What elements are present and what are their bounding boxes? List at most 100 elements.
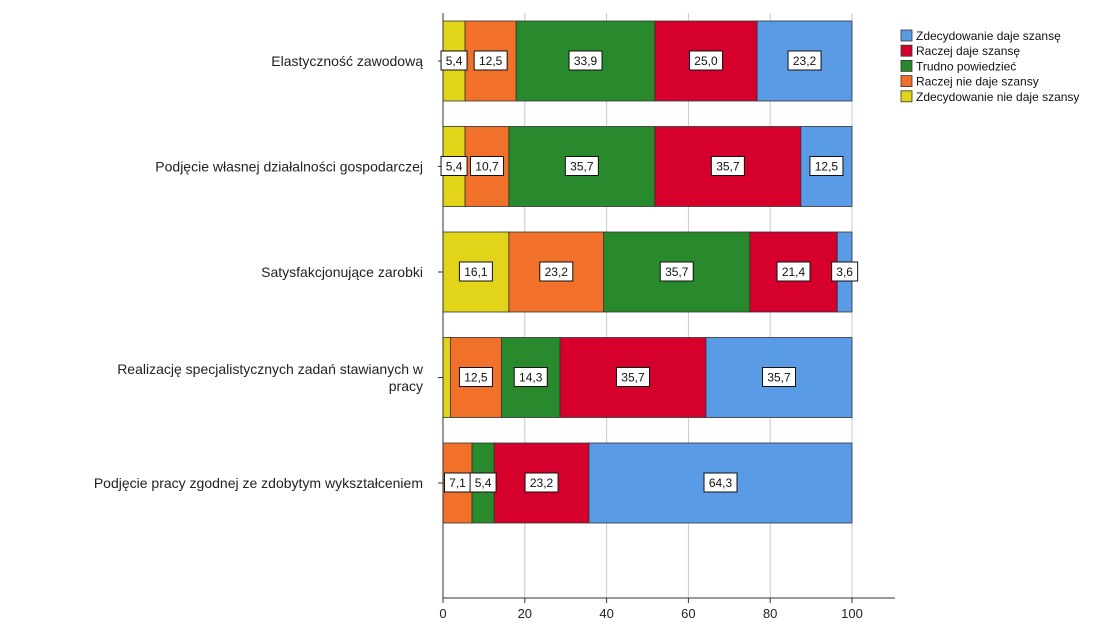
data-label-text: 12,5 xyxy=(815,160,839,174)
data-label: 35,7 xyxy=(710,156,745,176)
data-label-text: 5,4 xyxy=(446,160,463,174)
category-label: Podjęcie pracy zgodnej ze zdobytym wyksz… xyxy=(94,475,423,491)
category-label: Elastyczność zawodową xyxy=(271,53,423,69)
data-label-text: 23,2 xyxy=(530,476,554,490)
data-label-box xyxy=(469,472,497,493)
data-label-box xyxy=(539,261,574,282)
x-tick-label: 0 xyxy=(439,606,446,621)
category-label: Satysfakcjonujące zarobki xyxy=(261,264,423,280)
data-label: 64,3 xyxy=(703,472,738,493)
data-label-box xyxy=(659,261,694,282)
legend-label: Zdecydowanie daje szansę xyxy=(916,29,1061,43)
x-tick-labels: 0 20 40 60 80 100 xyxy=(439,606,862,621)
data-label-text: 35,7 xyxy=(767,371,791,385)
data-label-text: 23,2 xyxy=(793,54,817,68)
data-label-text: 35,7 xyxy=(570,160,594,174)
legend-swatch xyxy=(900,29,913,42)
data-label-text: 5,4 xyxy=(475,476,492,490)
data-label: 23,2 xyxy=(539,261,574,282)
data-label-text: 25,0 xyxy=(694,54,718,68)
legend-label: Raczej daje szansę xyxy=(916,44,1020,58)
data-label: 12,5 xyxy=(473,50,508,71)
data-label-box xyxy=(568,50,603,71)
data-label-box xyxy=(524,472,559,493)
data-label-box xyxy=(513,367,548,387)
data-label: 23,2 xyxy=(787,50,822,71)
data-label-text: 64,3 xyxy=(709,476,733,490)
data-label: 3,6 xyxy=(831,261,859,282)
data-label: 23,2 xyxy=(524,472,559,493)
legend-item: Zdecydowanie nie daje szansy xyxy=(900,90,1079,104)
data-label-box xyxy=(458,261,493,282)
data-label-text: 35,7 xyxy=(621,371,645,385)
data-label: 35,7 xyxy=(615,367,650,387)
data-labels: 5,4 12,5 33,9 25,0 23,2 5,4 10,7 35,7 35,7 12,5 16… xyxy=(440,50,859,493)
x-tick-label: 100 xyxy=(841,606,863,621)
data-label-text: 7,1 xyxy=(449,476,466,490)
data-label-text: 12,5 xyxy=(479,54,503,68)
data-label: 12,5 xyxy=(458,367,493,387)
data-label-text: 16,1 xyxy=(464,265,488,279)
data-label-text: 10,7 xyxy=(475,160,499,174)
axes xyxy=(438,13,895,603)
legend-label: Zdecydowanie nie daje szansy xyxy=(916,90,1079,104)
data-label-box xyxy=(831,261,859,282)
data-label-text: 23,2 xyxy=(545,265,569,279)
legend-item: Trudno powiedzieć xyxy=(900,59,1016,73)
data-label-text: 35,7 xyxy=(716,160,740,174)
data-label-box xyxy=(688,50,723,71)
data-label-box xyxy=(469,156,504,176)
data-label-box xyxy=(809,156,844,176)
data-label-box xyxy=(776,261,811,282)
data-label: 12,5 xyxy=(809,156,844,176)
data-label: 33,9 xyxy=(568,50,603,71)
legend-swatch xyxy=(900,60,913,72)
data-label-text: 21,4 xyxy=(782,265,806,279)
data-label-text: 14,3 xyxy=(519,371,543,385)
data-label: 5,4 xyxy=(440,156,468,176)
data-label: 14,3 xyxy=(513,367,548,387)
legend-item: Raczej daje szansę xyxy=(900,44,1020,58)
data-label-box xyxy=(703,472,738,493)
category-label: Podjęcie własnej działalności gospodarcz… xyxy=(155,159,423,175)
data-label-box xyxy=(710,156,745,176)
data-label: 16,1 xyxy=(458,261,493,282)
data-label: 7,1 xyxy=(444,472,472,493)
data-label-box xyxy=(473,50,508,71)
data-label: 35,7 xyxy=(659,261,694,282)
legend-swatch xyxy=(900,44,913,57)
data-label: 5,4 xyxy=(469,472,497,493)
legend-label: Raczej nie daje szansy xyxy=(916,75,1039,89)
category-labels: Elastyczność zawodową Podjęcie własnej dz… xyxy=(94,53,424,491)
x-tick-label: 80 xyxy=(763,606,777,621)
data-label-box xyxy=(787,50,822,71)
x-tick-label: 60 xyxy=(681,606,695,621)
legend-label: Trudno powiedzieć xyxy=(916,59,1016,73)
data-label-text: 35,7 xyxy=(665,265,689,279)
data-label: 35,7 xyxy=(761,367,796,387)
data-label-box xyxy=(761,367,796,387)
data-label: 10,7 xyxy=(469,156,504,176)
data-label: 5,4 xyxy=(440,50,468,71)
data-label-text: 3,6 xyxy=(836,265,853,279)
legend-swatch xyxy=(900,75,913,87)
data-label-box xyxy=(615,367,650,387)
data-label: 25,0 xyxy=(688,50,723,71)
data-label-text: 12,5 xyxy=(464,371,488,385)
x-tick-label: 20 xyxy=(518,606,532,621)
data-label: 35,7 xyxy=(564,156,599,176)
legend-swatch xyxy=(900,90,913,103)
data-label-box xyxy=(564,156,599,176)
data-label-text: 33,9 xyxy=(574,54,598,68)
data-label-box xyxy=(458,367,493,387)
legend-item: Zdecydowanie daje szansę xyxy=(900,29,1061,43)
x-tick-label: 40 xyxy=(599,606,613,621)
data-label-box xyxy=(440,156,468,176)
data-label-box xyxy=(440,50,468,71)
category-label: Realizację specjalistycznych zadań stawi… xyxy=(117,361,424,394)
legend-item: Raczej nie daje szansy xyxy=(900,75,1039,89)
data-label-text: 5,4 xyxy=(446,54,463,68)
data-label: 21,4 xyxy=(776,261,811,282)
